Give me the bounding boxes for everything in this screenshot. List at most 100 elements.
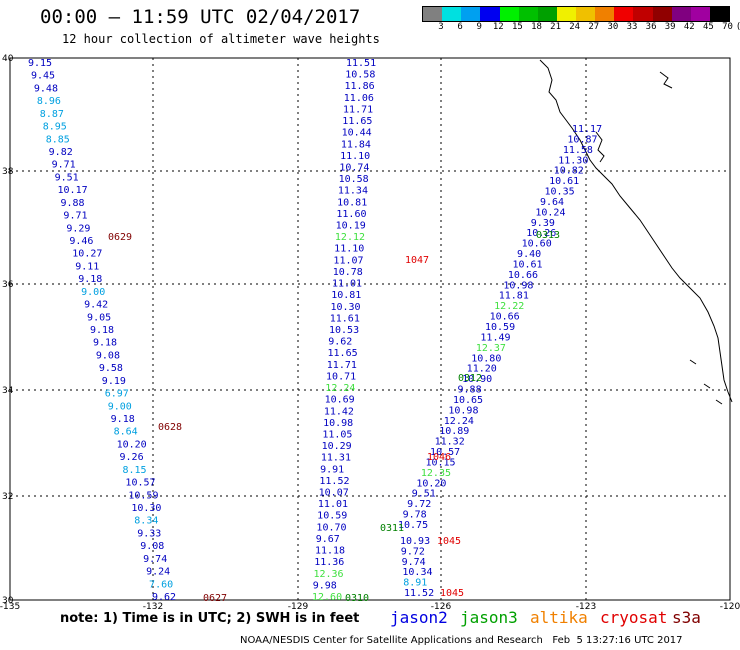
- wave-height-value: 10.59: [485, 322, 515, 333]
- wave-height-value: 11.61: [330, 313, 360, 324]
- pass-time-label: 0310: [345, 593, 369, 604]
- wave-height-value: 10.59: [128, 490, 158, 501]
- wave-height-value: 8.64: [114, 427, 138, 438]
- wave-height-value: 9.29: [66, 223, 90, 234]
- pass-time-label: 0628: [158, 422, 182, 433]
- wave-height-value: 9.58: [99, 363, 123, 374]
- wave-height-value: 10.69: [325, 395, 355, 406]
- wave-height-value: 9.48: [34, 83, 58, 94]
- wave-height-value: 10.30: [330, 302, 360, 313]
- lat-tick-label: 30: [2, 596, 14, 606]
- wave-height-value: 9.72: [401, 546, 425, 557]
- wave-height-value: 10.71: [326, 371, 356, 382]
- wave-height-value: 10.34: [402, 567, 432, 578]
- wave-height-value: 10.29: [322, 441, 352, 452]
- wave-height-value: 9.08: [140, 541, 164, 552]
- wave-height-value: 9.78: [403, 510, 427, 521]
- satellite-altika-label: altika: [530, 608, 588, 627]
- wave-height-value: 12.36: [313, 569, 343, 580]
- wave-height-value: 9.98: [313, 580, 337, 591]
- wave-height-value: 9.19: [102, 376, 126, 387]
- lat-tick-label: 34: [2, 386, 14, 396]
- wave-height-value: 10.07: [319, 488, 349, 499]
- wave-height-value: 10.98: [503, 280, 533, 291]
- lat-tick-label: 32: [2, 492, 13, 502]
- pass-time-label: 1045: [437, 536, 461, 547]
- wave-height-value: 10.66: [490, 312, 520, 323]
- wave-height-value: 12.24: [325, 383, 355, 394]
- wave-height-value: 10.17: [58, 185, 88, 196]
- wave-height-value: 10.80: [471, 353, 501, 364]
- wave-height-value: 6.97: [105, 389, 129, 400]
- page-title: 00:00 – 11:59 UTC 02/04/2017: [40, 6, 361, 28]
- wave-height-value: 11.60: [336, 209, 366, 220]
- pass-time-label: 1047: [405, 255, 429, 266]
- wave-height-value: 10.57: [125, 478, 155, 489]
- wave-height-value: 9.62: [152, 592, 176, 603]
- wave-height-value: 9.05: [87, 312, 111, 323]
- lat-tick-label: 36: [2, 280, 14, 290]
- wave-height-value: 11.52: [319, 476, 349, 487]
- wave-height-value: 9.72: [407, 499, 431, 510]
- wave-height-value: 9.71: [52, 160, 76, 171]
- wave-height-value: 11.32: [435, 437, 465, 448]
- wave-height-value: 10.65: [453, 395, 483, 406]
- wave-height-value: 8.96: [37, 96, 61, 107]
- units-note: note: 1) Time is in UTC; 2) SWH is in fe…: [60, 611, 360, 626]
- wave-height-value: 9.67: [316, 534, 340, 545]
- wave-height-value: 11.18: [315, 546, 345, 557]
- wave-height-value: 11.17: [572, 124, 602, 135]
- wave-height-value: 9.51: [412, 489, 436, 500]
- wave-height-value: 12.60: [312, 592, 342, 603]
- satellite-s3a-label: s3a: [672, 608, 701, 627]
- wave-height-value: 10.61: [512, 259, 542, 270]
- wave-height-value: 11.51: [346, 58, 376, 69]
- wave-height-value: 11.20: [467, 364, 497, 375]
- wave-height-value: 11.65: [342, 116, 372, 127]
- wave-height-value: 9.45: [31, 71, 55, 82]
- wave-height-value: 10.70: [316, 522, 346, 533]
- lon-tick-label: -132: [143, 602, 163, 612]
- legend-swatch: [556, 7, 576, 21]
- wave-height-value: 10.59: [317, 511, 347, 522]
- wave-height-value: 9.51: [55, 172, 79, 183]
- wave-height-value: 12.35: [421, 468, 451, 479]
- wave-height-value: 11.86: [345, 81, 375, 92]
- wave-height-value: 12.37: [476, 343, 506, 354]
- wave-height-value: 10.26: [526, 228, 556, 239]
- legend-swatch: [442, 7, 462, 21]
- wave-height-value: 11.07: [333, 255, 363, 266]
- wave-height-value: 10.15: [425, 457, 455, 468]
- legend-label: 30: [607, 22, 619, 32]
- wave-height-value: 10.75: [398, 520, 428, 531]
- legend-label: 39: [664, 22, 676, 32]
- wave-height-value: 8.87: [40, 109, 64, 120]
- wave-height-value: 11.36: [314, 557, 344, 568]
- wave-height-value: 10.89: [439, 426, 469, 437]
- lon-tick-label: -120: [720, 602, 740, 612]
- wave-height-value: 10.61: [549, 176, 579, 187]
- wave-height-value: 9.15: [28, 58, 52, 69]
- legend-label: 45: [702, 22, 714, 32]
- wave-height-value: 12.24: [444, 416, 474, 427]
- wave-height-value: 10.20: [416, 478, 446, 489]
- credit-line: NOAA/NESDIS Center for Satellite Applica…: [240, 635, 683, 646]
- wave-height-value: 9.18: [78, 274, 102, 285]
- wave-height-value: 11.01: [318, 499, 348, 510]
- wave-height-value: 9.82: [49, 147, 73, 158]
- wave-height-value: 10.27: [72, 249, 102, 260]
- wave-height-value: 9.40: [517, 249, 541, 260]
- wave-height-value: 9.08: [96, 350, 120, 361]
- legend-label: 24: [569, 22, 581, 32]
- wave-height-value: 10.81: [337, 197, 367, 208]
- wave-height-value: 10.58: [345, 70, 375, 81]
- page-subtitle: 12 hour collection of altimeter wave hei…: [62, 32, 380, 46]
- legend-label: 3: [438, 22, 444, 32]
- wave-height-value: 7.60: [149, 579, 173, 590]
- legend-swatch: [671, 7, 691, 21]
- wave-height-value: 10.44: [342, 128, 372, 139]
- wave-height-value: 11.42: [324, 406, 354, 417]
- wave-height-value: 10.74: [339, 162, 369, 173]
